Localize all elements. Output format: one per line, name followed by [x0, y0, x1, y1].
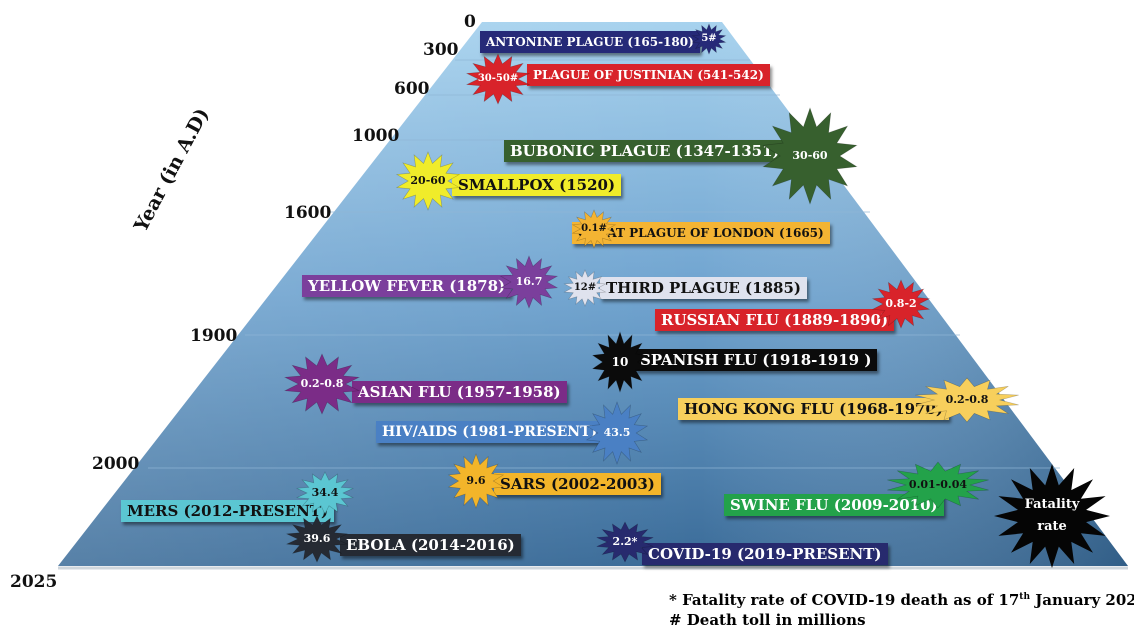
- fatality-value: 16.7: [500, 275, 558, 289]
- fatality-value: 9.6: [448, 474, 504, 488]
- fatality-star-hiv: 43.5: [586, 402, 648, 464]
- year-tick-1900: 1900: [190, 326, 237, 346]
- footnote-covid-fatality: * Fatality rate of COVID-19 death as of …: [669, 591, 1134, 609]
- fatality-star-swine-flu: 0.01-0.04: [886, 462, 990, 508]
- fatality-star-spanish-flu: 10: [592, 332, 648, 392]
- fatality-value: 0.2-0.8: [914, 393, 1020, 407]
- fatality-star-ebola: 39.6: [286, 516, 348, 562]
- fatality-star-russian-flu: 0.8-2: [872, 280, 930, 328]
- fatality-star-sars: 9.6: [448, 454, 504, 508]
- fatality-value: 30-60: [762, 149, 858, 163]
- footnote1-sup: th: [1019, 592, 1030, 602]
- year-tick-300: 300: [423, 40, 459, 60]
- fatality-value: 10: [592, 355, 648, 369]
- label-hiv-aids: HIV/AIDS (1981-PRESENT): [376, 421, 603, 443]
- footnote-death-toll: # Death toll in millions: [669, 611, 866, 629]
- fatality-value: 2.2*: [596, 535, 654, 549]
- fatality-value: 34.4: [296, 486, 354, 500]
- label-hong-kong-flu: HONG KONG FLU (1968-1970): [678, 398, 949, 420]
- year-tick-0: 0: [464, 12, 476, 32]
- fatality-value: 0.8-2: [872, 297, 930, 311]
- fatality-value: 30-50#: [466, 72, 530, 86]
- label-smallpox: SMALLPOX (1520): [452, 174, 621, 196]
- fatality-rate-legend-star: Fatality rate: [994, 464, 1110, 568]
- fatality-star-hong-kong: 0.2-0.8: [914, 378, 1020, 422]
- footnote1-text-end: January 2021: [1030, 591, 1134, 609]
- label-bubonic-plague: BUBONIC PLAGUE (1347-1351): [504, 140, 786, 162]
- fatality-value: 43.5: [586, 426, 648, 440]
- fatality-star-mers: 34.4: [296, 472, 354, 514]
- fatality-value: 5#: [692, 32, 726, 46]
- year-tick-2025: 2025: [10, 572, 57, 592]
- year-tick-1000: 1000: [352, 126, 399, 146]
- fatality-value: 20-60: [396, 174, 460, 188]
- fatality-star-yellow-fever: 16.7: [500, 256, 558, 308]
- footnote1-text: * Fatality rate of COVID-19 death as of …: [669, 591, 1019, 609]
- fatality-star-great-plague: 0.1#: [572, 210, 616, 248]
- label-plague-of-justinian: PLAGUE OF JUSTINIAN (541-542): [527, 64, 770, 86]
- fatality-star-asian-flu: 0.2-0.8: [284, 354, 360, 414]
- label-yellow-fever: YELLOW FEVER (1878): [302, 275, 511, 297]
- label-sars: SARS (2002-2003): [494, 473, 661, 495]
- fatality-value: 0.01-0.04: [886, 478, 990, 492]
- fatality-star-antonine: 5#: [692, 24, 726, 54]
- year-tick-1600: 1600: [284, 203, 331, 223]
- fatality-star-covid: 2.2*: [596, 522, 654, 562]
- label-covid-19: COVID-19 (2019-PRESENT): [642, 543, 888, 565]
- fatality-star-bubonic: 30-60: [762, 108, 858, 204]
- fatality-star-justinian: 30-50#: [466, 54, 530, 104]
- label-russian-flu: RUSSIAN FLU (1889-1890): [655, 309, 894, 331]
- fatality-star-smallpox: 20-60: [396, 152, 460, 210]
- fatality-value: 39.6: [286, 532, 348, 546]
- year-tick-600: 600: [394, 79, 430, 99]
- label-ebola: EBOLA (2014-2016): [340, 534, 521, 556]
- label-third-plague: THIRD PLAGUE (1885): [600, 277, 807, 299]
- legend-star-line1: Fatality: [994, 494, 1110, 516]
- label-spanish-flu: SPANISH FLU (1918-1919 ): [634, 349, 877, 371]
- label-asian-flu: ASIAN FLU (1957-1958): [352, 381, 567, 403]
- year-tick-2000: 2000: [92, 454, 139, 474]
- fatality-star-third-plague: 12#: [564, 270, 606, 306]
- fatality-value: 0.1#: [572, 222, 616, 236]
- label-antonine-plague: ANTONINE PLAGUE (165-180): [480, 31, 700, 53]
- legend-star-line2: rate: [994, 516, 1110, 538]
- fatality-value: 12#: [564, 281, 606, 295]
- fatality-value: 0.2-0.8: [284, 377, 360, 391]
